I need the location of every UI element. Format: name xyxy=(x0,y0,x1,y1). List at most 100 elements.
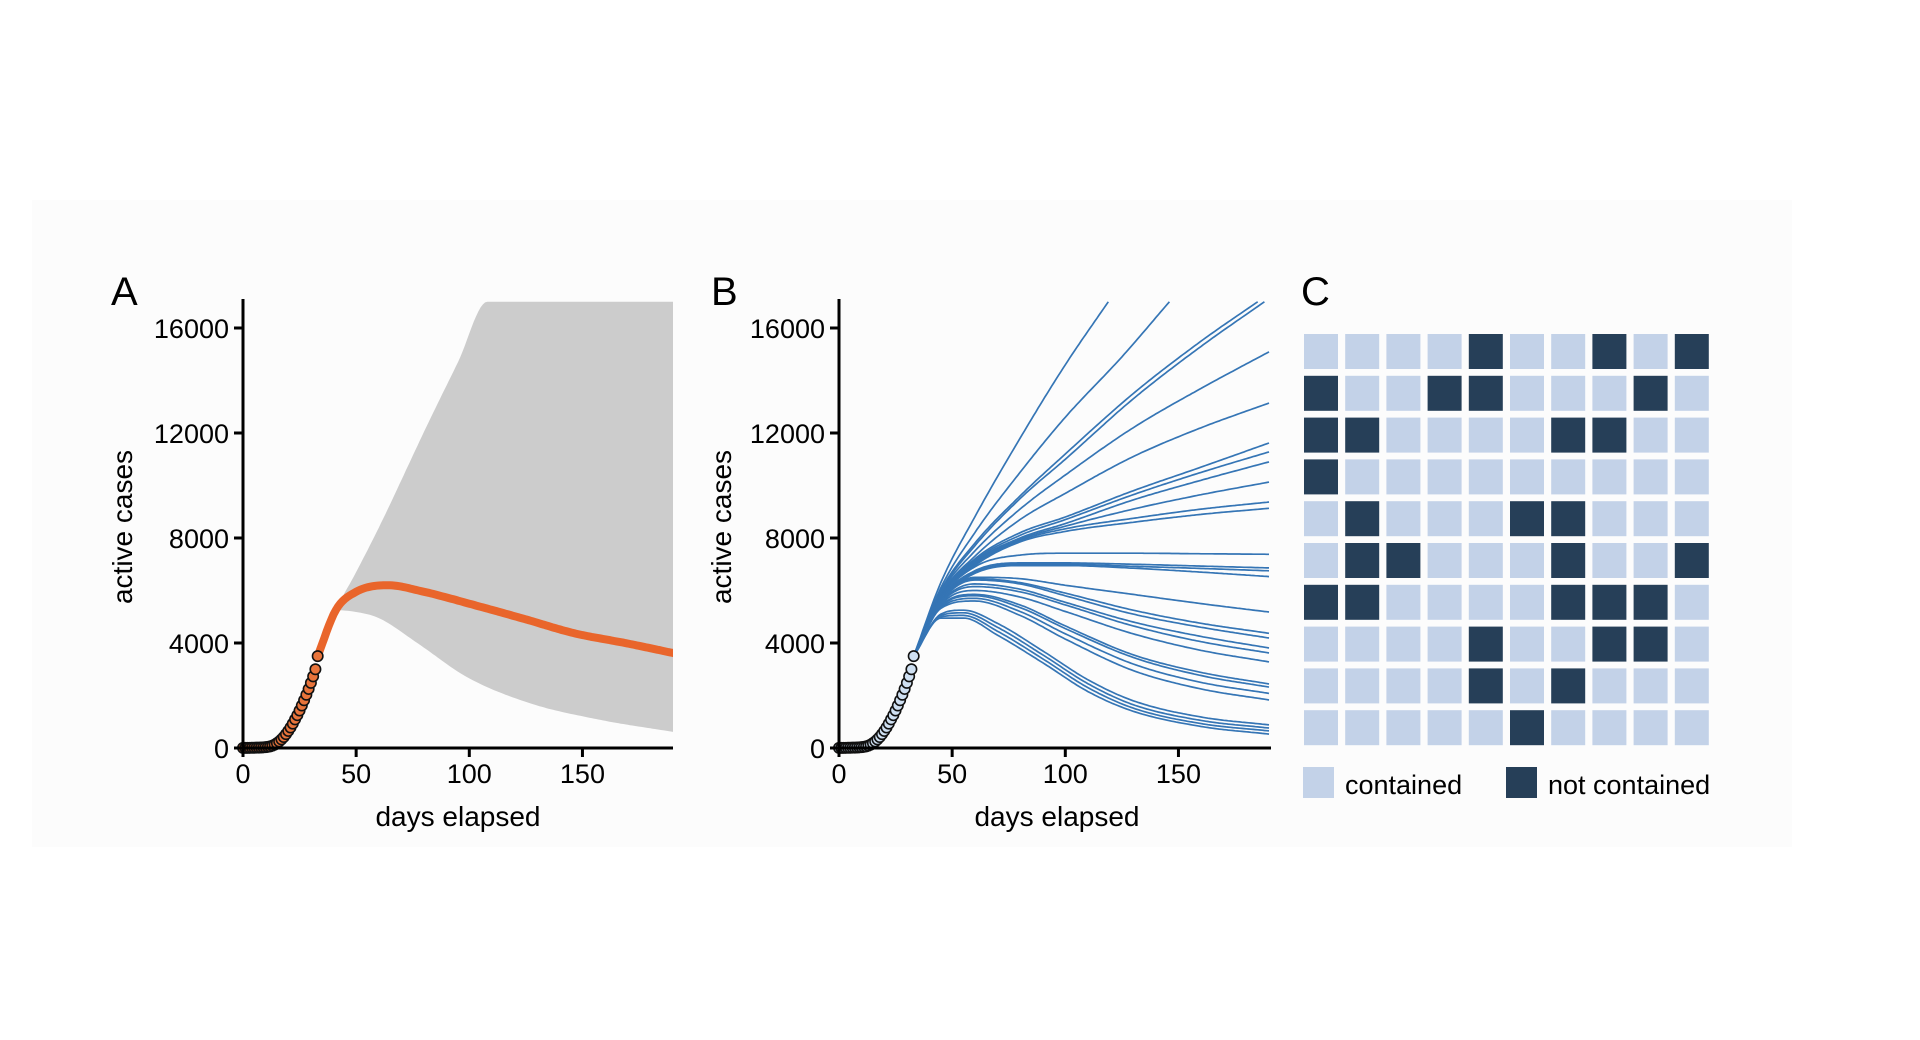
trajectory-line xyxy=(912,481,1270,657)
panel-b-y-tick-label: 8000 xyxy=(765,524,825,554)
trajectory-line xyxy=(912,564,1270,657)
panel-a-x-axis-title: days elapsed xyxy=(375,801,540,832)
trajectory-line xyxy=(912,600,1270,701)
cell-contained xyxy=(1551,334,1586,369)
legend-swatch-contained xyxy=(1303,767,1334,798)
cell-contained xyxy=(1386,668,1421,704)
panel-b-x-tick-label: 50 xyxy=(937,759,967,789)
cell-contained xyxy=(1674,417,1709,453)
trajectory-line xyxy=(912,614,1270,732)
panel-label-c: C xyxy=(1301,270,1330,314)
panel-c-legend: contained not contained xyxy=(1303,767,1710,800)
cell-contained xyxy=(1674,626,1709,662)
panel-a-observed-point xyxy=(311,650,324,663)
cell-contained xyxy=(1304,501,1338,537)
panel-a-x-tick-label: 50 xyxy=(341,759,371,789)
cell-not-contained xyxy=(1427,375,1462,411)
legend-label-not-contained: not contained xyxy=(1548,770,1710,800)
panel-b-plot-area xyxy=(832,301,1270,754)
cell-not-contained xyxy=(1633,626,1668,662)
trajectory-line xyxy=(912,609,1270,726)
cell-contained xyxy=(1345,459,1380,495)
cell-contained xyxy=(1427,710,1462,746)
trajectory-line xyxy=(912,552,1269,657)
trajectory-line xyxy=(912,442,1270,657)
cell-contained xyxy=(1674,668,1709,704)
cell-not-contained xyxy=(1304,417,1338,453)
cell-not-contained xyxy=(1304,375,1338,411)
cell-contained xyxy=(1592,501,1627,537)
panel-label-a: A xyxy=(111,270,138,314)
panel-b-observed-point xyxy=(905,663,918,676)
trajectory-line xyxy=(912,577,1270,657)
cell-contained xyxy=(1633,417,1668,453)
legend-swatch-not-contained xyxy=(1506,767,1537,798)
cell-contained xyxy=(1304,710,1338,746)
cell-contained xyxy=(1510,543,1544,578)
cell-contained xyxy=(1427,584,1462,620)
cell-contained xyxy=(1633,501,1668,537)
cell-contained xyxy=(1468,501,1503,537)
panel-b-axes: 0 4000 8000 12000 16000 0 50 100 150 xyxy=(750,299,1271,789)
trajectory-line xyxy=(912,579,1270,657)
panel-b-x-tick-label: 0 xyxy=(831,759,846,789)
cell-not-contained xyxy=(1468,334,1503,369)
panel-b-observed-point xyxy=(907,650,920,663)
panel-a-y-tick-label: 16000 xyxy=(154,314,229,344)
panel-b-x-axis-title: days elapsed xyxy=(974,801,1139,832)
panel-b-y-tick-label: 16000 xyxy=(750,314,825,344)
cell-contained xyxy=(1468,543,1503,578)
cell-contained xyxy=(1633,334,1668,369)
panel-a-y-tick-label: 8000 xyxy=(169,524,229,554)
trajectory-line xyxy=(912,611,1270,729)
cell-contained xyxy=(1510,334,1544,369)
legend-label-contained: contained xyxy=(1345,770,1462,800)
cell-contained xyxy=(1510,584,1544,620)
cell-not-contained xyxy=(1468,626,1503,662)
cell-contained xyxy=(1510,417,1544,453)
cell-contained xyxy=(1551,710,1586,746)
cell-contained xyxy=(1386,584,1421,620)
trajectory-line xyxy=(912,451,1270,657)
cell-contained xyxy=(1386,334,1421,369)
trajectory-line xyxy=(912,501,1270,657)
cell-contained xyxy=(1386,417,1421,453)
panel-b-x-tick-label: 100 xyxy=(1043,759,1088,789)
panel-c: C contained not contained xyxy=(1301,270,1710,800)
panel-a-x-tick-label: 150 xyxy=(560,759,605,789)
panel-a-observed-point xyxy=(309,663,322,676)
cell-not-contained xyxy=(1592,584,1627,620)
cell-contained xyxy=(1345,334,1380,369)
panel-a-y-axis-title: active cases xyxy=(107,450,138,604)
cell-contained xyxy=(1674,375,1709,411)
cell-not-contained xyxy=(1510,501,1544,537)
cell-contained xyxy=(1633,459,1668,495)
median-projection-line xyxy=(313,581,673,658)
cell-not-contained xyxy=(1551,543,1586,578)
cell-contained xyxy=(1304,668,1338,704)
trajectory-line xyxy=(912,301,1259,657)
panel-label-b: B xyxy=(711,270,738,314)
cell-contained xyxy=(1468,417,1503,453)
cell-contained xyxy=(1468,459,1503,495)
panel-a-y-tick-label: 12000 xyxy=(154,419,229,449)
cell-contained xyxy=(1510,375,1544,411)
cell-not-contained xyxy=(1551,417,1586,453)
cell-contained xyxy=(1386,375,1421,411)
cell-contained xyxy=(1386,459,1421,495)
trajectory-line xyxy=(912,563,1270,657)
panel-a-y-tick-label: 0 xyxy=(214,734,229,764)
trajectory-line xyxy=(912,593,1270,685)
trajectory-line xyxy=(912,585,1270,657)
cell-contained xyxy=(1592,668,1627,704)
cell-contained xyxy=(1551,375,1586,411)
cell-contained xyxy=(1427,501,1462,537)
trajectory-line xyxy=(912,461,1270,657)
cell-contained xyxy=(1592,459,1627,495)
cell-contained xyxy=(1345,375,1380,411)
cell-contained xyxy=(1386,710,1421,746)
trajectory-line xyxy=(912,507,1270,657)
cell-contained xyxy=(1592,543,1627,578)
cell-not-contained xyxy=(1345,501,1380,537)
trajectory-line xyxy=(912,301,1109,657)
